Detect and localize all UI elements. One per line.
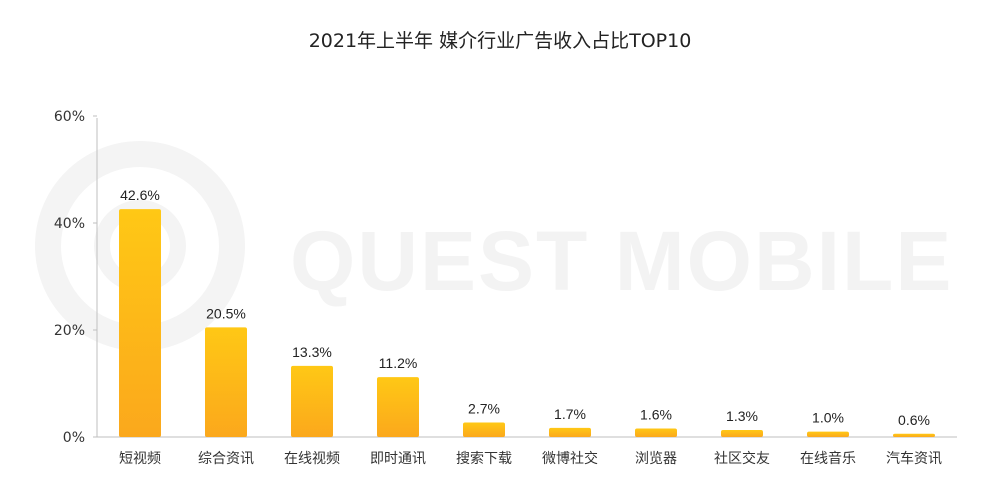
bar bbox=[119, 209, 161, 437]
y-tick-label: 40% bbox=[54, 216, 85, 232]
y-tick-label: 60% bbox=[54, 109, 85, 125]
data-label: 1.7% bbox=[554, 406, 586, 422]
data-labels-group: 42.6% 20.5% 13.3% 11.2% 2.7% 1.7% 1.6% 1.3% 1.0%… bbox=[120, 187, 930, 428]
data-label: 2.7% bbox=[468, 401, 500, 417]
data-label: 1.0% bbox=[812, 410, 844, 426]
bar bbox=[549, 427, 591, 437]
data-label: 20.5% bbox=[206, 305, 246, 321]
data-label: 0.6% bbox=[898, 412, 930, 428]
bar bbox=[721, 430, 763, 437]
category-label: 即时通讯 bbox=[370, 451, 426, 467]
bars-group bbox=[119, 209, 935, 437]
bar bbox=[807, 431, 849, 437]
category-label: 综合资讯 bbox=[198, 451, 254, 467]
category-label: 在线音乐 bbox=[800, 450, 856, 467]
watermark-text: QUEST MOBILE bbox=[290, 214, 953, 308]
bar bbox=[893, 433, 935, 437]
category-label: 微博社交 bbox=[542, 450, 598, 467]
category-label: 搜索下载 bbox=[456, 450, 512, 467]
y-tick-label: 20% bbox=[54, 323, 85, 339]
watermark-logo: QUEST MOBILE bbox=[35, 141, 953, 351]
chart-title: 2021年上半年 媒介行业广告收入占比TOP10 bbox=[308, 30, 692, 52]
bar bbox=[291, 365, 333, 437]
bar bbox=[377, 377, 419, 437]
category-labels-group: 短视频 综合资讯 在线视频 即时通讯 搜索下载 微博社交 浏览器 社区交友 在线音乐 汽车资讯 bbox=[119, 450, 942, 467]
category-label: 社区交友 bbox=[714, 450, 770, 467]
bar bbox=[635, 428, 677, 437]
bar bbox=[205, 327, 247, 437]
bar bbox=[463, 422, 505, 437]
y-axis-ticks: 0% 20% 40% 60% bbox=[54, 109, 97, 446]
category-label: 浏览器 bbox=[635, 451, 677, 467]
data-label: 42.6% bbox=[120, 187, 160, 203]
category-label: 在线视频 bbox=[284, 451, 340, 467]
data-label: 1.6% bbox=[640, 406, 672, 422]
y-tick-label: 0% bbox=[63, 430, 85, 446]
category-label: 汽车资讯 bbox=[886, 450, 942, 467]
data-label: 13.3% bbox=[292, 344, 332, 360]
data-label: 1.3% bbox=[726, 408, 758, 424]
category-label: 短视频 bbox=[119, 451, 161, 467]
data-label: 11.2% bbox=[379, 355, 418, 371]
